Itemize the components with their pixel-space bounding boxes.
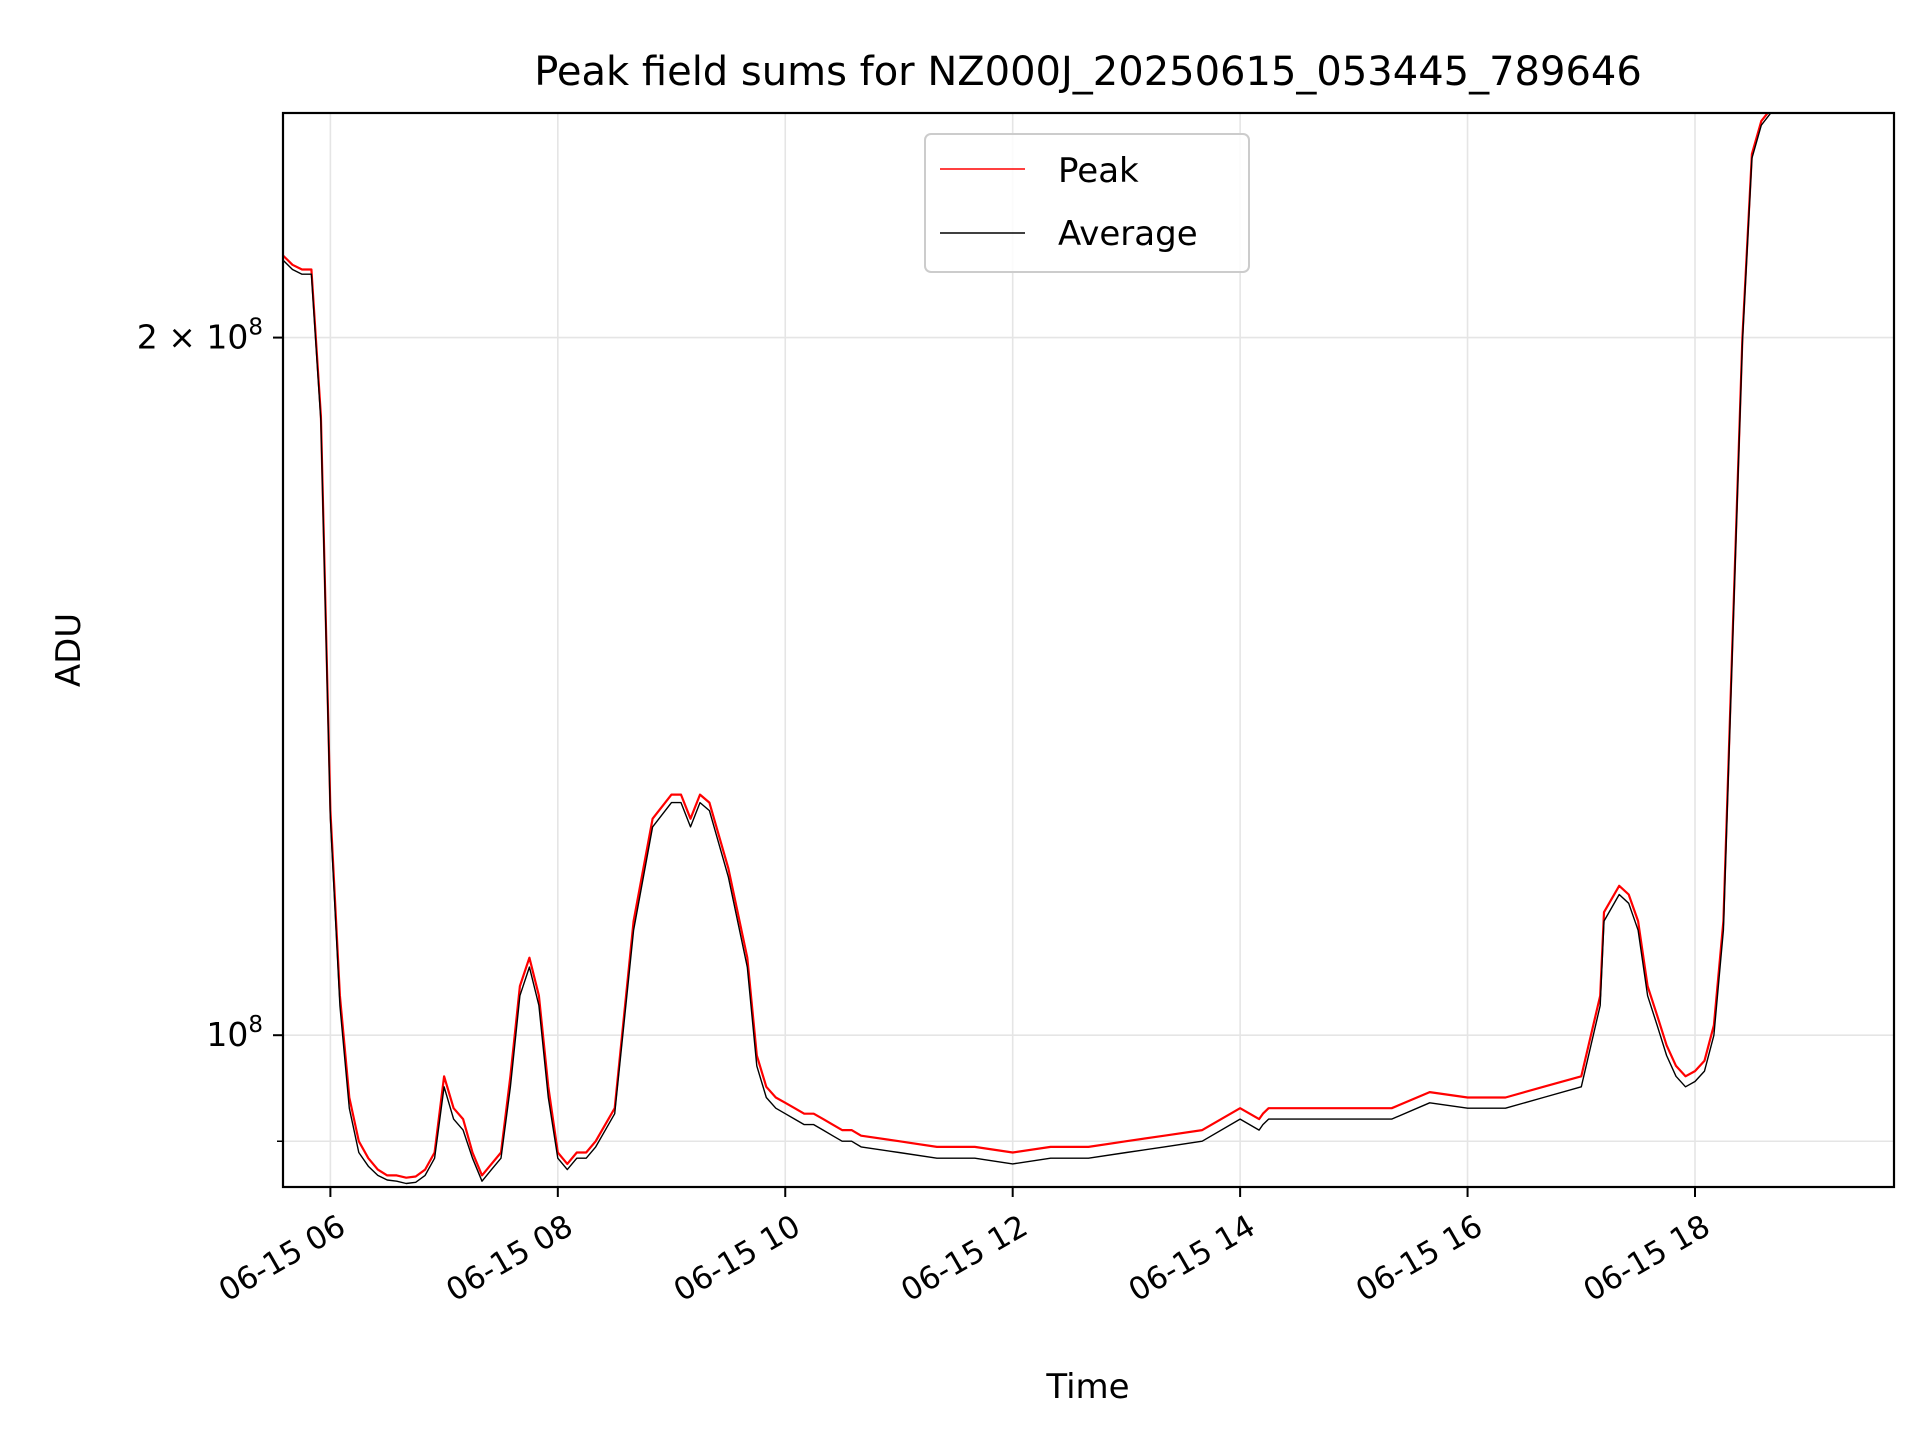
legend: Peak Average [924, 133, 1250, 273]
legend-peak-label: Peak [1058, 151, 1139, 191]
chart-title: Peak field sums for NZ000J_20250615_0534… [534, 49, 1642, 95]
y-tick-label: 108 [206, 1012, 263, 1054]
y-tick-label: 2 × 108 [137, 315, 263, 357]
x-tick-label: 06-15 16 [1350, 1208, 1489, 1309]
peak-series-line [283, 113, 1770, 1179]
x-tick-label: 06-15 06 [213, 1208, 352, 1309]
x-tick-label: 06-15 14 [1123, 1208, 1262, 1309]
plot-frame [281, 111, 1896, 1189]
x-tick-label: 06-15 10 [668, 1208, 807, 1309]
legend-average-label: Average [1058, 214, 1198, 254]
x-axis-label: Time [1045, 1367, 1129, 1407]
series-layer [283, 113, 1773, 1185]
x-tick-label: 06-15 12 [895, 1208, 1034, 1309]
average-series-line [283, 113, 1773, 1185]
y-axis-label: ADU [49, 613, 89, 687]
y-axis: 2 × 108 108 [137, 315, 283, 1142]
x-tick-label: 06-15 08 [440, 1208, 579, 1309]
grid [283, 113, 1894, 1187]
x-tick-label: 06-15 18 [1577, 1208, 1716, 1309]
x-axis: 06-15 06 06-15 08 06-15 10 06-15 12 06-15 14… [213, 1187, 1716, 1309]
